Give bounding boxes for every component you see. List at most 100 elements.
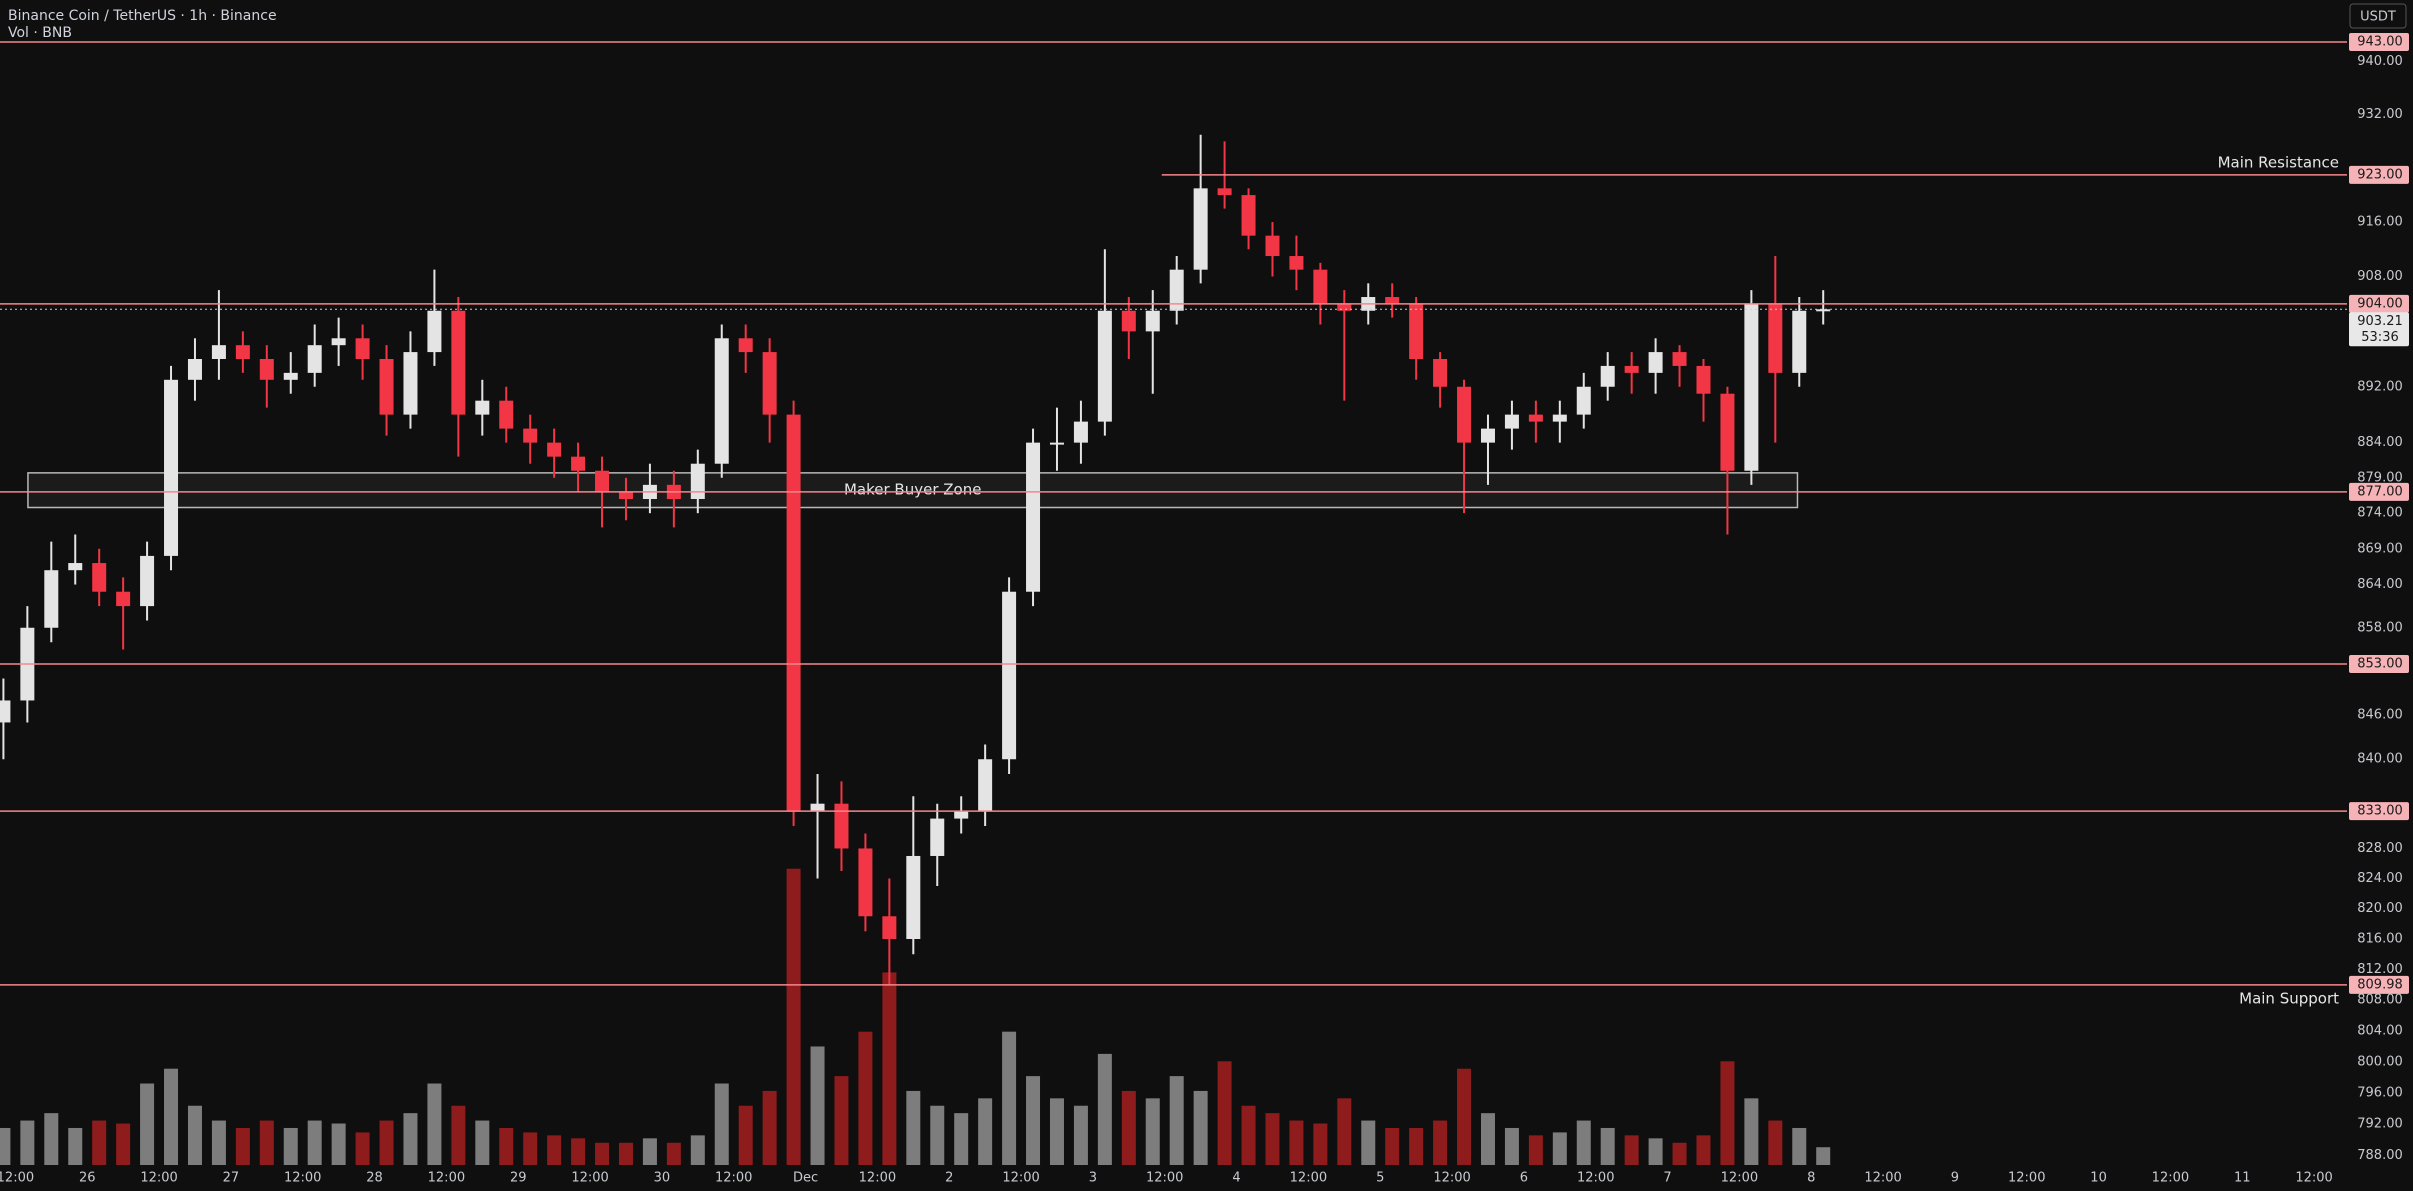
volume-bar [1193,1090,1208,1165]
x-tick-label: 9 [1951,1171,1959,1186]
x-tick-label: 12:00 [0,1171,34,1186]
candle-body [858,848,873,917]
currency-button[interactable] [2349,3,2407,29]
volume-bar [0,1127,11,1165]
y-tick-label: 816.00 [2357,932,2403,947]
y-tick-label: 846.00 [2357,708,2403,723]
candle-body [1121,310,1136,332]
volume-bar [68,1127,83,1165]
buyer-zone [27,472,1799,509]
volume-bar [954,1113,969,1165]
candle-body [1217,188,1232,196]
x-tick-label: 29 [510,1171,527,1186]
level-annotation: Main Resistance [2218,153,2339,171]
candle-body [0,700,11,723]
countdown-label: 53:36 [2361,330,2398,345]
candle-body [1528,414,1543,422]
y-tick-label: 824.00 [2357,871,2403,886]
candle-body [882,916,897,940]
volume-bar [1241,1105,1256,1165]
candle-body [1720,393,1735,471]
x-tick-label: 12:00 [428,1171,465,1186]
x-tick-label: 30 [654,1171,671,1186]
candle-body [1385,297,1400,304]
volume-bar [738,1105,753,1165]
volume-bar [1217,1061,1232,1165]
volume-bar [1648,1138,1663,1165]
x-tick-label: 6 [1520,1171,1528,1186]
candle-body [92,563,107,592]
candle-body [1097,310,1112,422]
candle-body [1433,359,1448,387]
volume-bar [906,1090,921,1165]
y-tick-label: 884.00 [2357,435,2403,450]
candle-body [1169,269,1184,311]
y-tick-label: 796.00 [2357,1085,2403,1100]
level-label-box [2349,165,2409,184]
level-label: 923.00 [2357,167,2403,182]
candle-body [1241,195,1256,236]
candle-body [331,338,346,346]
candle-body [1002,591,1017,760]
candle-body [930,818,945,856]
volume-bar [1816,1147,1831,1165]
volume-bar [1480,1113,1495,1165]
level-label: 877.00 [2357,484,2403,499]
candle-body [164,379,179,556]
level-label-box [2349,655,2409,674]
x-tick-label: 26 [79,1171,96,1186]
y-tick-label: 792.00 [2357,1117,2403,1132]
candle-body [44,570,59,628]
candle-body [978,759,993,812]
x-tick-label: 3 [1089,1171,1097,1186]
volume-bar [259,1120,274,1165]
x-tick-label: Dec [793,1171,818,1186]
y-tick-label: 879.00 [2357,470,2403,485]
volume-bar [1002,1031,1017,1165]
y-tick-label: 858.00 [2357,620,2403,635]
x-tick-label: 12:00 [2152,1171,2189,1186]
candle-body [547,442,562,457]
currency-label[interactable]: USDT [2360,10,2396,25]
candle-body [187,359,202,380]
y-tick-label: 864.00 [2357,577,2403,592]
volume-title: Vol · BNB [8,25,72,41]
candle-body [1145,310,1160,332]
volume-bar [187,1105,202,1165]
candle-body [690,463,705,500]
candle-body [1265,235,1280,257]
candle-body [1337,303,1352,311]
candle-body [1313,269,1328,304]
volume-bar [283,1127,298,1165]
level-label-box [2349,482,2409,501]
volume-bar [1696,1135,1711,1165]
x-tick-label: 12:00 [140,1171,177,1186]
candle-body [762,352,777,415]
last-price-label: 903.21 [2357,314,2403,329]
chart-title: Binance Coin / TetherUS · 1h · Binance [8,8,277,24]
zone-label: Maker Buyer Zone [844,481,981,499]
volume-bar [1504,1127,1519,1165]
candle-body [1289,256,1304,270]
y-tick-label: 804.00 [2357,1023,2403,1038]
volume-bar [1097,1053,1112,1165]
volume-bar [44,1113,59,1165]
candle-body [1576,386,1591,415]
y-tick-label: 908.00 [2357,269,2403,284]
volume-bar [379,1120,394,1165]
volume-bar [714,1083,729,1165]
x-tick-label: 12:00 [2295,1171,2332,1186]
volume-bar [1576,1120,1591,1165]
volume-bar [451,1105,466,1165]
x-tick-label: 12:00 [2008,1171,2045,1186]
candle-body [403,352,418,415]
volume-bar [427,1083,442,1165]
candle-body [714,338,729,464]
candle-body [1193,188,1208,270]
candle-body [451,310,466,415]
candle-body [1648,352,1663,373]
last-price-box [2349,312,2409,347]
